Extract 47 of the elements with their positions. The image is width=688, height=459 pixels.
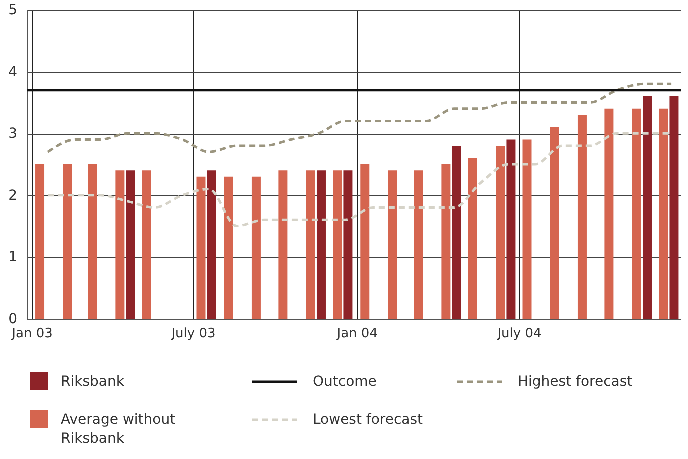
legend-label: Highest forecast (518, 374, 634, 390)
bar (196, 176, 206, 319)
y-tick-label: 5 (8, 2, 18, 18)
bar (670, 96, 679, 319)
x-tick-label: July 03 (170, 326, 216, 342)
legend-label: Outcome (313, 374, 377, 390)
bar (414, 170, 424, 319)
y-tick-label: 2 (8, 188, 18, 204)
bar (522, 140, 532, 319)
bar (642, 96, 652, 319)
bar (278, 170, 288, 319)
y-tick-label: 0 (8, 312, 18, 328)
legend-label: Lowest forecast (313, 412, 424, 428)
bar (224, 176, 234, 319)
bar (496, 146, 506, 319)
bar (550, 127, 560, 319)
x-tick-label: July 04 (496, 326, 542, 342)
line-series (46, 82, 673, 154)
legend-label: Average without Riksbank (61, 412, 176, 447)
x-tick-label: Jan 04 (336, 326, 378, 342)
bar (360, 164, 370, 319)
x-tick-label: Jan 03 (11, 326, 53, 342)
bar (333, 170, 342, 319)
y-tick-label: 3 (8, 126, 18, 142)
bar (316, 170, 326, 319)
bar (604, 108, 614, 319)
bar (252, 176, 261, 319)
bar (36, 164, 45, 319)
bar (207, 170, 216, 319)
legend-label: Riksbank (61, 374, 126, 390)
bar (578, 115, 587, 319)
bar (452, 146, 462, 319)
bar (388, 170, 398, 319)
bar (468, 158, 478, 319)
bar (126, 170, 136, 319)
bar (116, 170, 125, 319)
bar (142, 170, 152, 319)
bar (88, 164, 98, 319)
bar (344, 170, 353, 319)
bar (659, 108, 668, 319)
bar (506, 140, 516, 319)
y-tick-label: 1 (8, 250, 18, 266)
bar (632, 108, 642, 319)
bar (442, 164, 451, 319)
y-tick-label: 4 (8, 64, 18, 80)
bar (63, 164, 72, 319)
bar (306, 170, 316, 319)
